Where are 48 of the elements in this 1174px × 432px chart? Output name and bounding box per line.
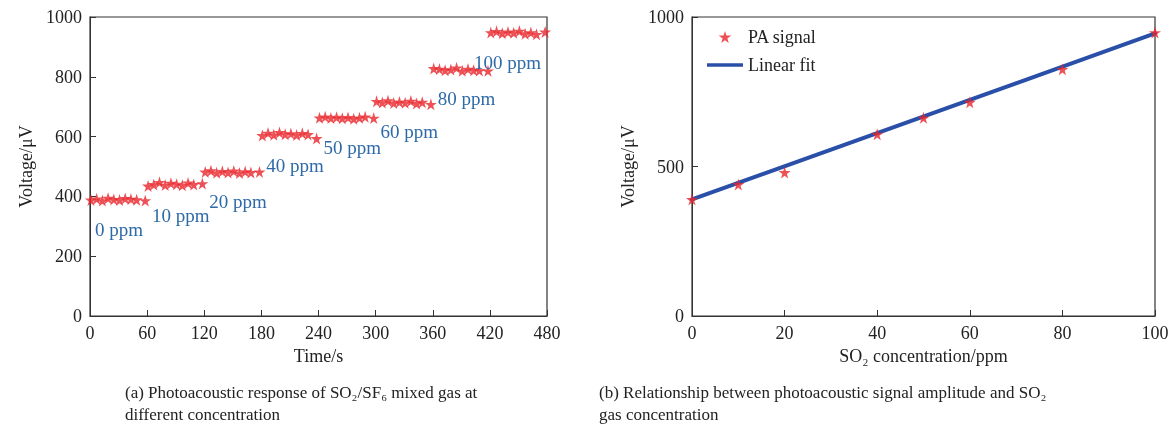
y-tick-label: 400 [55,186,82,207]
x-tick-label: 480 [533,323,561,343]
text: (b) Relationship between photoacoustic signal amplitude and SO₂ gas concentration [599,382,1051,424]
legend-label: Linear fit [748,55,816,75]
text: (a) Photoacoustic response of SO₂/SF₆ mixed gas at different concentration [125,382,482,424]
x-tick-label: 180 [247,323,275,343]
x-tick-label: 60 [138,323,157,343]
annotation: 80 ppm [437,87,496,109]
x-tick-label: 0 [687,323,697,343]
point [1056,63,1069,76]
x-tick-label: 420 [476,323,504,343]
x-axis-title: SO₂ concentration/ppm [839,345,1008,366]
y-tick-label: 500 [657,156,684,177]
y-tick-label: 1000 [46,7,82,27]
y-axis-title: Voltage/μV [16,125,37,208]
point [871,128,884,141]
point [732,178,745,191]
y-tick-label: 800 [55,66,82,87]
y-axis-title: Voltage/μV [618,125,639,208]
point [778,166,791,179]
x-tick-label: 40 [868,323,887,343]
x-tick-label: 80 [1053,323,1072,343]
y-tick-label: 1000 [648,7,684,27]
x-tick-label: 100 [1141,323,1169,343]
annotation: 20 ppm [209,191,267,213]
annotation: 50 ppm [323,137,382,159]
x-tick-label: 360 [419,323,447,343]
annotation: 100 ppm [473,52,542,74]
annotation: 10 ppm [152,205,210,227]
y-tick-label: 0 [73,306,82,326]
point [917,111,930,124]
point [963,96,976,109]
point [1149,26,1161,39]
y-tick-label: 0 [675,306,684,326]
annotation: 0 ppm [94,219,144,241]
legend-label: PA signal [748,27,816,47]
x-tick-label: 300 [362,323,390,343]
x-axis-title: Time/s [293,345,344,366]
y-tick-label: 600 [55,126,82,147]
x-tick-label: 0 [85,323,95,343]
point [686,193,698,206]
annotation: 60 ppm [380,120,439,142]
x-tick-label: 120 [190,323,218,343]
x-tick-label: 20 [775,323,794,343]
y-tick-label: 200 [55,246,82,267]
annotation: 40 ppm [266,154,325,176]
x-tick-label: 240 [305,323,332,343]
x-tick-label: 60 [960,323,979,343]
